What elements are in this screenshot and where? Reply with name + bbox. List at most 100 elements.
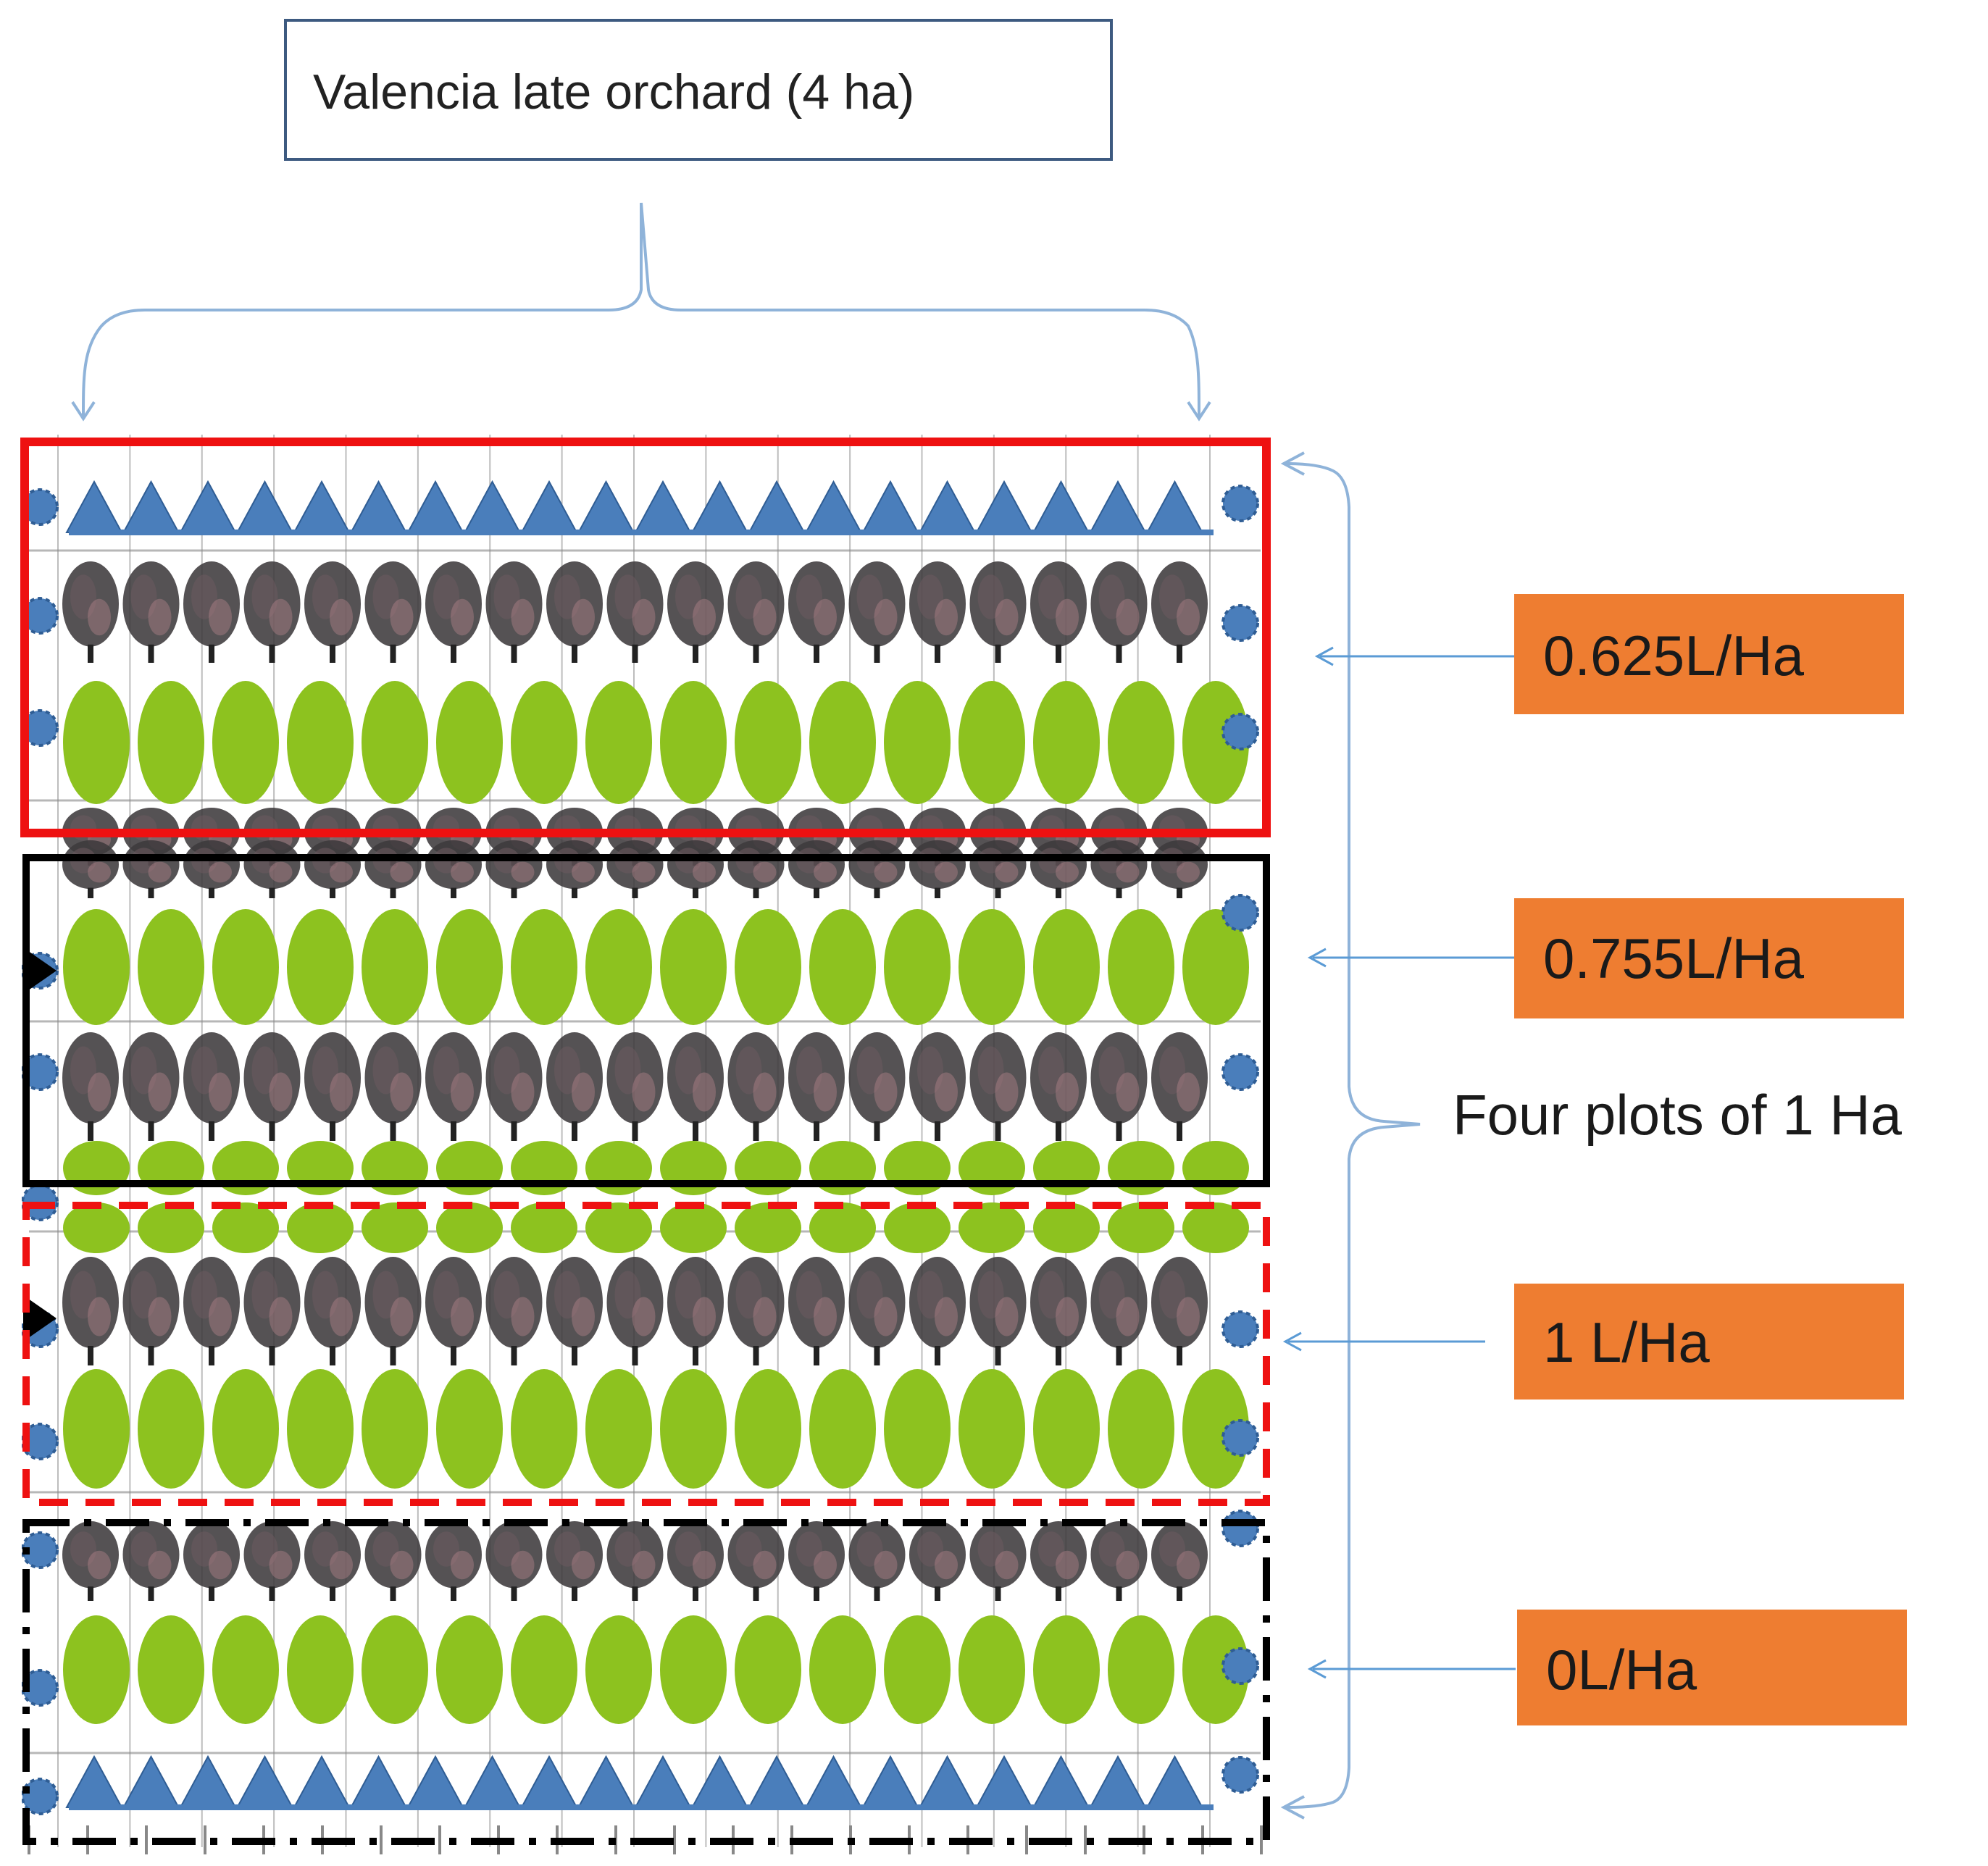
tree-dark-tint	[148, 1550, 172, 1580]
tree-dark-trunk	[148, 644, 154, 663]
tree-dark	[909, 561, 966, 663]
tree-dark-highlight	[251, 1531, 278, 1567]
tree-dark-tint	[995, 1550, 1019, 1580]
tree-dark-highlight	[554, 574, 580, 619]
tree-dark	[485, 1521, 543, 1601]
tree-dark	[122, 1257, 180, 1365]
tree-green	[958, 1369, 1025, 1489]
tree-dark-highlight	[1159, 574, 1185, 619]
dosage-text-2: 0.755L/Ha	[1543, 926, 1805, 990]
plot-2-border	[22, 854, 1270, 1187]
tree-green	[362, 1202, 428, 1253]
tree-dark-trunk	[330, 644, 335, 663]
tree-dark-highlight	[191, 574, 217, 619]
tree-green	[585, 909, 652, 1025]
dosage-box-1	[1514, 594, 1904, 714]
tree-dark-highlight	[675, 1531, 701, 1567]
tree-dark	[848, 1257, 906, 1365]
tree-green	[585, 1615, 652, 1724]
tree-dark-trunk	[1116, 1586, 1122, 1601]
tree-dark-tint	[995, 1072, 1019, 1112]
tree-dark	[62, 1032, 119, 1141]
tree-dark	[788, 561, 845, 663]
orchard-grid	[29, 435, 1261, 1847]
tree-dark-tint	[330, 1550, 353, 1580]
sprayer-gear	[22, 1778, 59, 1815]
tree-dark-tint	[1056, 598, 1079, 636]
tree-dark-highlight	[1098, 1531, 1125, 1567]
tree-dark-highlight	[130, 574, 157, 619]
tree-dark-trunk	[511, 644, 517, 663]
tree-dark-trunk	[209, 1346, 214, 1365]
tree-dark-tint	[390, 598, 414, 636]
tree-dark-trunk	[995, 644, 1001, 663]
tree-green	[436, 909, 503, 1025]
tree-dark	[969, 1032, 1027, 1141]
tree-green	[735, 1369, 801, 1489]
tree-dark-trunk	[1177, 1346, 1182, 1365]
sprayer-gear	[1221, 894, 1259, 932]
tree-dark-trunk	[269, 1586, 275, 1601]
top-bracket-arrow-right	[1187, 401, 1211, 422]
tree-dark-trunk	[1056, 1586, 1061, 1601]
sprayer-gear	[1221, 1756, 1259, 1794]
tree-dark-highlight	[251, 1271, 278, 1319]
right-bracket	[1285, 462, 1421, 1809]
tree-dark-trunk	[209, 644, 214, 663]
sprayer-gear	[1221, 1053, 1259, 1091]
tree-dark-trunk	[874, 644, 880, 663]
title-text: Valencia late orchard (4 ha)	[313, 64, 914, 120]
tree-dark-tint	[995, 1297, 1019, 1336]
tree-dark-highlight	[1159, 1046, 1185, 1095]
sprayer-gear	[22, 1053, 59, 1091]
tree-dark	[243, 1032, 301, 1141]
tree-dark-highlight	[433, 1531, 459, 1567]
tree-dark-tint	[1116, 861, 1140, 883]
plot-borders	[20, 438, 1271, 1845]
tree-green	[287, 1202, 354, 1253]
tree-green	[1033, 1369, 1100, 1489]
tree-dark	[546, 561, 603, 663]
tree-dark	[667, 1521, 724, 1601]
tree-green	[884, 1615, 951, 1724]
tree-green	[212, 1202, 279, 1253]
sprayer-gear	[1221, 1310, 1259, 1348]
tree-dark	[425, 1032, 482, 1141]
tree-dark-tint	[632, 1072, 656, 1112]
tree-dark-tint	[814, 598, 837, 636]
tree-dark-tint	[209, 1072, 232, 1112]
tree-dark-trunk	[269, 1346, 275, 1365]
tree-dark	[1090, 1257, 1148, 1365]
tree-dark-tint	[572, 861, 595, 883]
tree-dark-highlight	[372, 1531, 399, 1567]
tree-dark	[1030, 1521, 1087, 1601]
tree-dark-tint	[330, 598, 353, 636]
tree-dark	[1090, 1521, 1148, 1601]
plots-label: Four plots of 1 Ha	[1453, 1083, 1903, 1147]
tree-dark-highlight	[251, 574, 278, 619]
orchard-field	[22, 435, 1268, 1847]
tree-dark	[606, 1257, 664, 1365]
tree-dark-tint	[330, 861, 353, 883]
tree-green	[884, 1202, 951, 1253]
tree-dark	[667, 561, 724, 663]
tree-dark-tint	[1116, 1550, 1140, 1580]
tree-dark-tint	[209, 861, 232, 883]
tree-green	[884, 909, 951, 1025]
tree-green	[436, 681, 503, 804]
tree-dark-trunk	[209, 887, 214, 898]
tree-dark	[848, 561, 906, 663]
plot-marker	[23, 947, 57, 994]
tree-dark-trunk	[209, 1586, 214, 1601]
tree-green	[362, 1615, 428, 1724]
tree-green	[436, 1615, 503, 1724]
tree-green	[1108, 681, 1174, 804]
tree-dark-tint	[693, 861, 716, 883]
tree-dark-trunk	[511, 887, 517, 898]
tree-dark-tint	[753, 598, 777, 636]
dosage-label-1: 0.625L/Ha	[1314, 594, 1904, 714]
sprayer-gear	[1221, 604, 1259, 642]
tree-dark-trunk	[874, 1346, 880, 1365]
tree-dark-highlight	[251, 1046, 278, 1095]
tree-dark-trunk	[693, 1121, 698, 1141]
